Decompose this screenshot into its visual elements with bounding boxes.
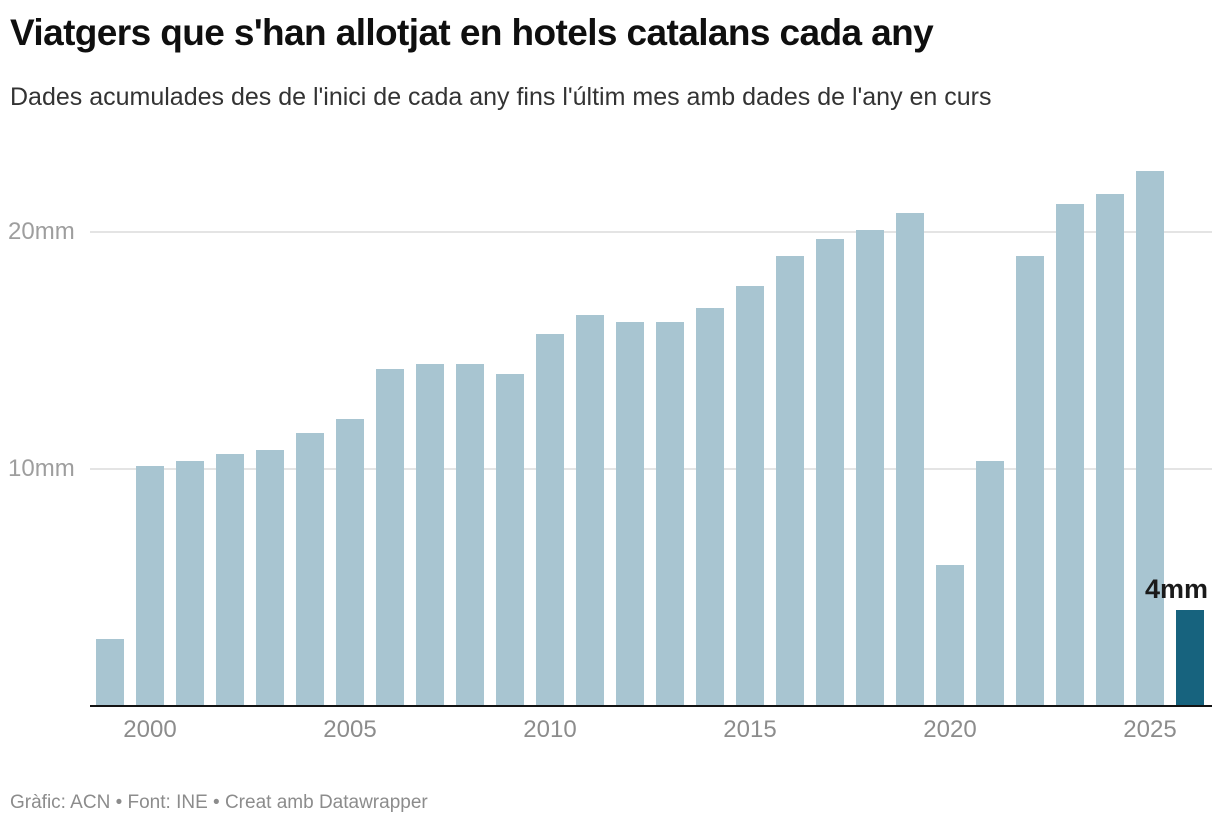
y-axis-label-20mm: 20mm bbox=[8, 218, 75, 245]
bar-2023[interactable] bbox=[1056, 203, 1084, 705]
bar-2006[interactable] bbox=[376, 369, 404, 705]
bar-2000[interactable] bbox=[136, 466, 164, 705]
bar-2012[interactable] bbox=[616, 321, 644, 705]
chart-title: Viatgers que s'han allotjat en hotels ca… bbox=[10, 12, 934, 53]
bar-2017[interactable] bbox=[816, 239, 844, 705]
bar-2019[interactable] bbox=[896, 213, 924, 705]
bar-2014[interactable] bbox=[696, 307, 724, 705]
y-axis-label-10mm: 10mm bbox=[8, 454, 75, 482]
bar-2008[interactable] bbox=[456, 364, 484, 705]
bar-2004[interactable] bbox=[296, 433, 324, 705]
x-axis-label-2025: 2025 bbox=[1123, 716, 1177, 743]
x-axis-label-2015: 2015 bbox=[723, 716, 777, 743]
bar-2007[interactable] bbox=[416, 364, 444, 705]
bar-2010[interactable] bbox=[536, 333, 564, 705]
gridline-20mm bbox=[90, 231, 1212, 233]
bar-2005[interactable] bbox=[336, 418, 364, 705]
bar-2015[interactable] bbox=[736, 286, 764, 705]
bar-2026[interactable] bbox=[1176, 610, 1204, 705]
bar-2022[interactable] bbox=[1016, 255, 1044, 705]
bar-1999[interactable] bbox=[96, 638, 124, 705]
bar-value-label: 4mm bbox=[1144, 574, 1208, 605]
bar-2009[interactable] bbox=[496, 373, 524, 705]
bar-2021[interactable] bbox=[976, 461, 1004, 705]
bar-2011[interactable] bbox=[576, 314, 604, 705]
bar-2020[interactable] bbox=[936, 565, 964, 705]
x-axis-label-2000: 2000 bbox=[123, 716, 177, 743]
bar-2018[interactable] bbox=[856, 229, 884, 705]
x-axis-label-2010: 2010 bbox=[523, 716, 577, 743]
x-axis-label-2020: 2020 bbox=[923, 716, 977, 743]
chart-subtitle: Dades acumulades des de l'inici de cada … bbox=[10, 83, 992, 111]
bar-2003[interactable] bbox=[256, 449, 284, 705]
bar-2002[interactable] bbox=[216, 454, 244, 705]
bar-2016[interactable] bbox=[776, 255, 804, 705]
gridline-10mm bbox=[90, 467, 1212, 470]
bar-2024[interactable] bbox=[1096, 194, 1124, 705]
chart-footer-credit: Gràfic: ACN • Font: INE • Creat amb Data… bbox=[10, 792, 428, 813]
bar-2001[interactable] bbox=[176, 461, 204, 705]
x-axis-line bbox=[90, 705, 1212, 707]
x-axis-label-2005: 2005 bbox=[323, 716, 377, 743]
bar-2013[interactable] bbox=[656, 321, 684, 705]
bar-2025[interactable] bbox=[1136, 170, 1164, 705]
